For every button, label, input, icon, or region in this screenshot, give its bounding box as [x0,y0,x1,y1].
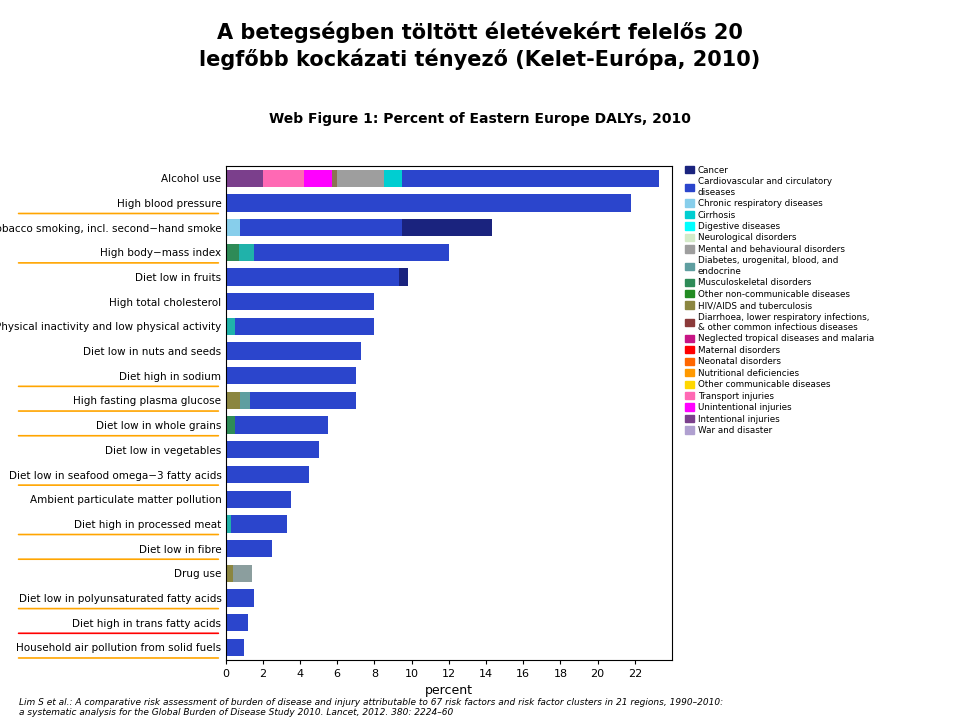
Bar [226,169,263,187]
Bar [226,565,233,582]
Text: A betegségben töltött életévekért felelős 20
legfőbb kockázati tényező (Kelet-Eu: A betegségben töltött életévekért felelő… [200,22,760,70]
Bar [226,342,361,360]
Bar [235,318,374,335]
Bar [384,169,402,187]
Bar [226,614,248,632]
Bar [226,540,272,557]
Bar [240,219,402,236]
Bar [303,169,331,187]
Bar [226,490,291,508]
Bar [226,367,356,384]
Bar [240,392,250,409]
Text: Web Figure 1: Percent of Eastern Europe DALYs, 2010: Web Figure 1: Percent of Eastern Europe … [269,112,691,125]
Bar [402,219,492,236]
Bar [226,516,231,533]
Bar [226,219,240,236]
Text: Lim S et al.: A comparative risk assessment of burden of disease and injury attr: Lim S et al.: A comparative risk assessm… [19,698,723,717]
Bar [226,244,239,261]
Bar [231,516,287,533]
Bar [226,318,235,335]
Bar [226,194,631,211]
Bar [226,466,309,483]
Bar [233,565,252,582]
X-axis label: percent: percent [424,684,472,697]
Bar [235,417,328,434]
Bar [226,639,244,656]
Bar [398,268,408,286]
Bar [250,392,356,409]
Bar [226,417,235,434]
Bar [263,169,303,187]
Bar [226,441,319,459]
Bar [331,169,337,187]
Bar [226,268,398,286]
Bar [253,244,448,261]
Bar [226,392,240,409]
Bar [226,293,374,310]
Legend: Cancer, Cardiovascular and circulatory
diseases, Chronic respiratory diseases, C: Cancer, Cardiovascular and circulatory d… [685,166,874,435]
Bar [239,244,253,261]
Bar [337,169,384,187]
Bar [402,169,659,187]
Bar [226,589,253,606]
